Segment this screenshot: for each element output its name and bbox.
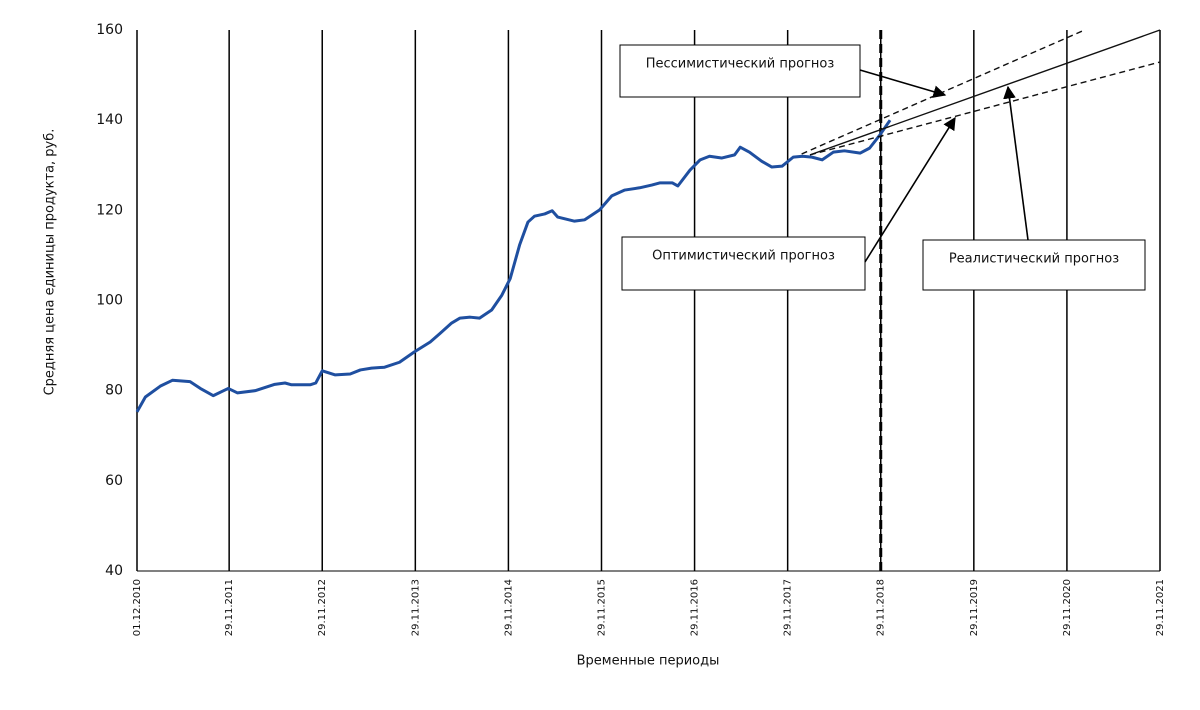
x-tick-label: 29.11.2018: [876, 579, 887, 636]
x-tick-label: 29.11.2021: [1155, 579, 1166, 636]
forecast-line: [809, 61, 1161, 156]
annotation-text: Оптимистический прогноз: [652, 249, 835, 264]
x-tick-label: 29.11.2019: [969, 579, 980, 636]
x-tick-label: 29.11.2011: [224, 579, 235, 636]
y-tick-label: 80: [105, 383, 123, 399]
x-tick-label: 29.11.2017: [783, 579, 794, 636]
forecast-line: [809, 29, 1161, 156]
annotation-arrow: [1003, 85, 1029, 241]
x-tick-label: 29.11.2016: [690, 579, 701, 636]
y-tick-label: 100: [96, 293, 123, 309]
y-axis-label: Средняя цена единицы продукта, руб.: [43, 129, 58, 396]
x-tick-label: 29.11.2013: [410, 579, 421, 636]
y-tick-label: 140: [96, 112, 123, 128]
x-tick-label: 29.11.2020: [1062, 579, 1073, 636]
y-tick-label: 120: [96, 202, 123, 218]
annotation-arrow: [859, 69, 947, 98]
annotation-box: [922, 239, 1146, 291]
data-line: [135, 119, 892, 413]
x-axis-label: Временные периоды: [577, 654, 720, 669]
annotation-box: [621, 236, 866, 291]
x-tick-label: 29.11.2015: [596, 579, 607, 636]
y-tick-label: 60: [105, 473, 123, 489]
annotation-text: Пессимистический прогноз: [646, 57, 835, 72]
x-tick-label: 29.11.2012: [317, 579, 328, 636]
annotation-text: Реалистический прогноз: [949, 252, 1119, 267]
y-tick-label: 160: [96, 22, 123, 38]
x-tick-label: 01.12.2010: [132, 579, 143, 636]
y-tick-label: 40: [105, 563, 123, 579]
annotation-box: [619, 44, 861, 98]
annotation-arrow: [864, 116, 956, 263]
x-tick-label: 29.11.2014: [503, 579, 514, 636]
